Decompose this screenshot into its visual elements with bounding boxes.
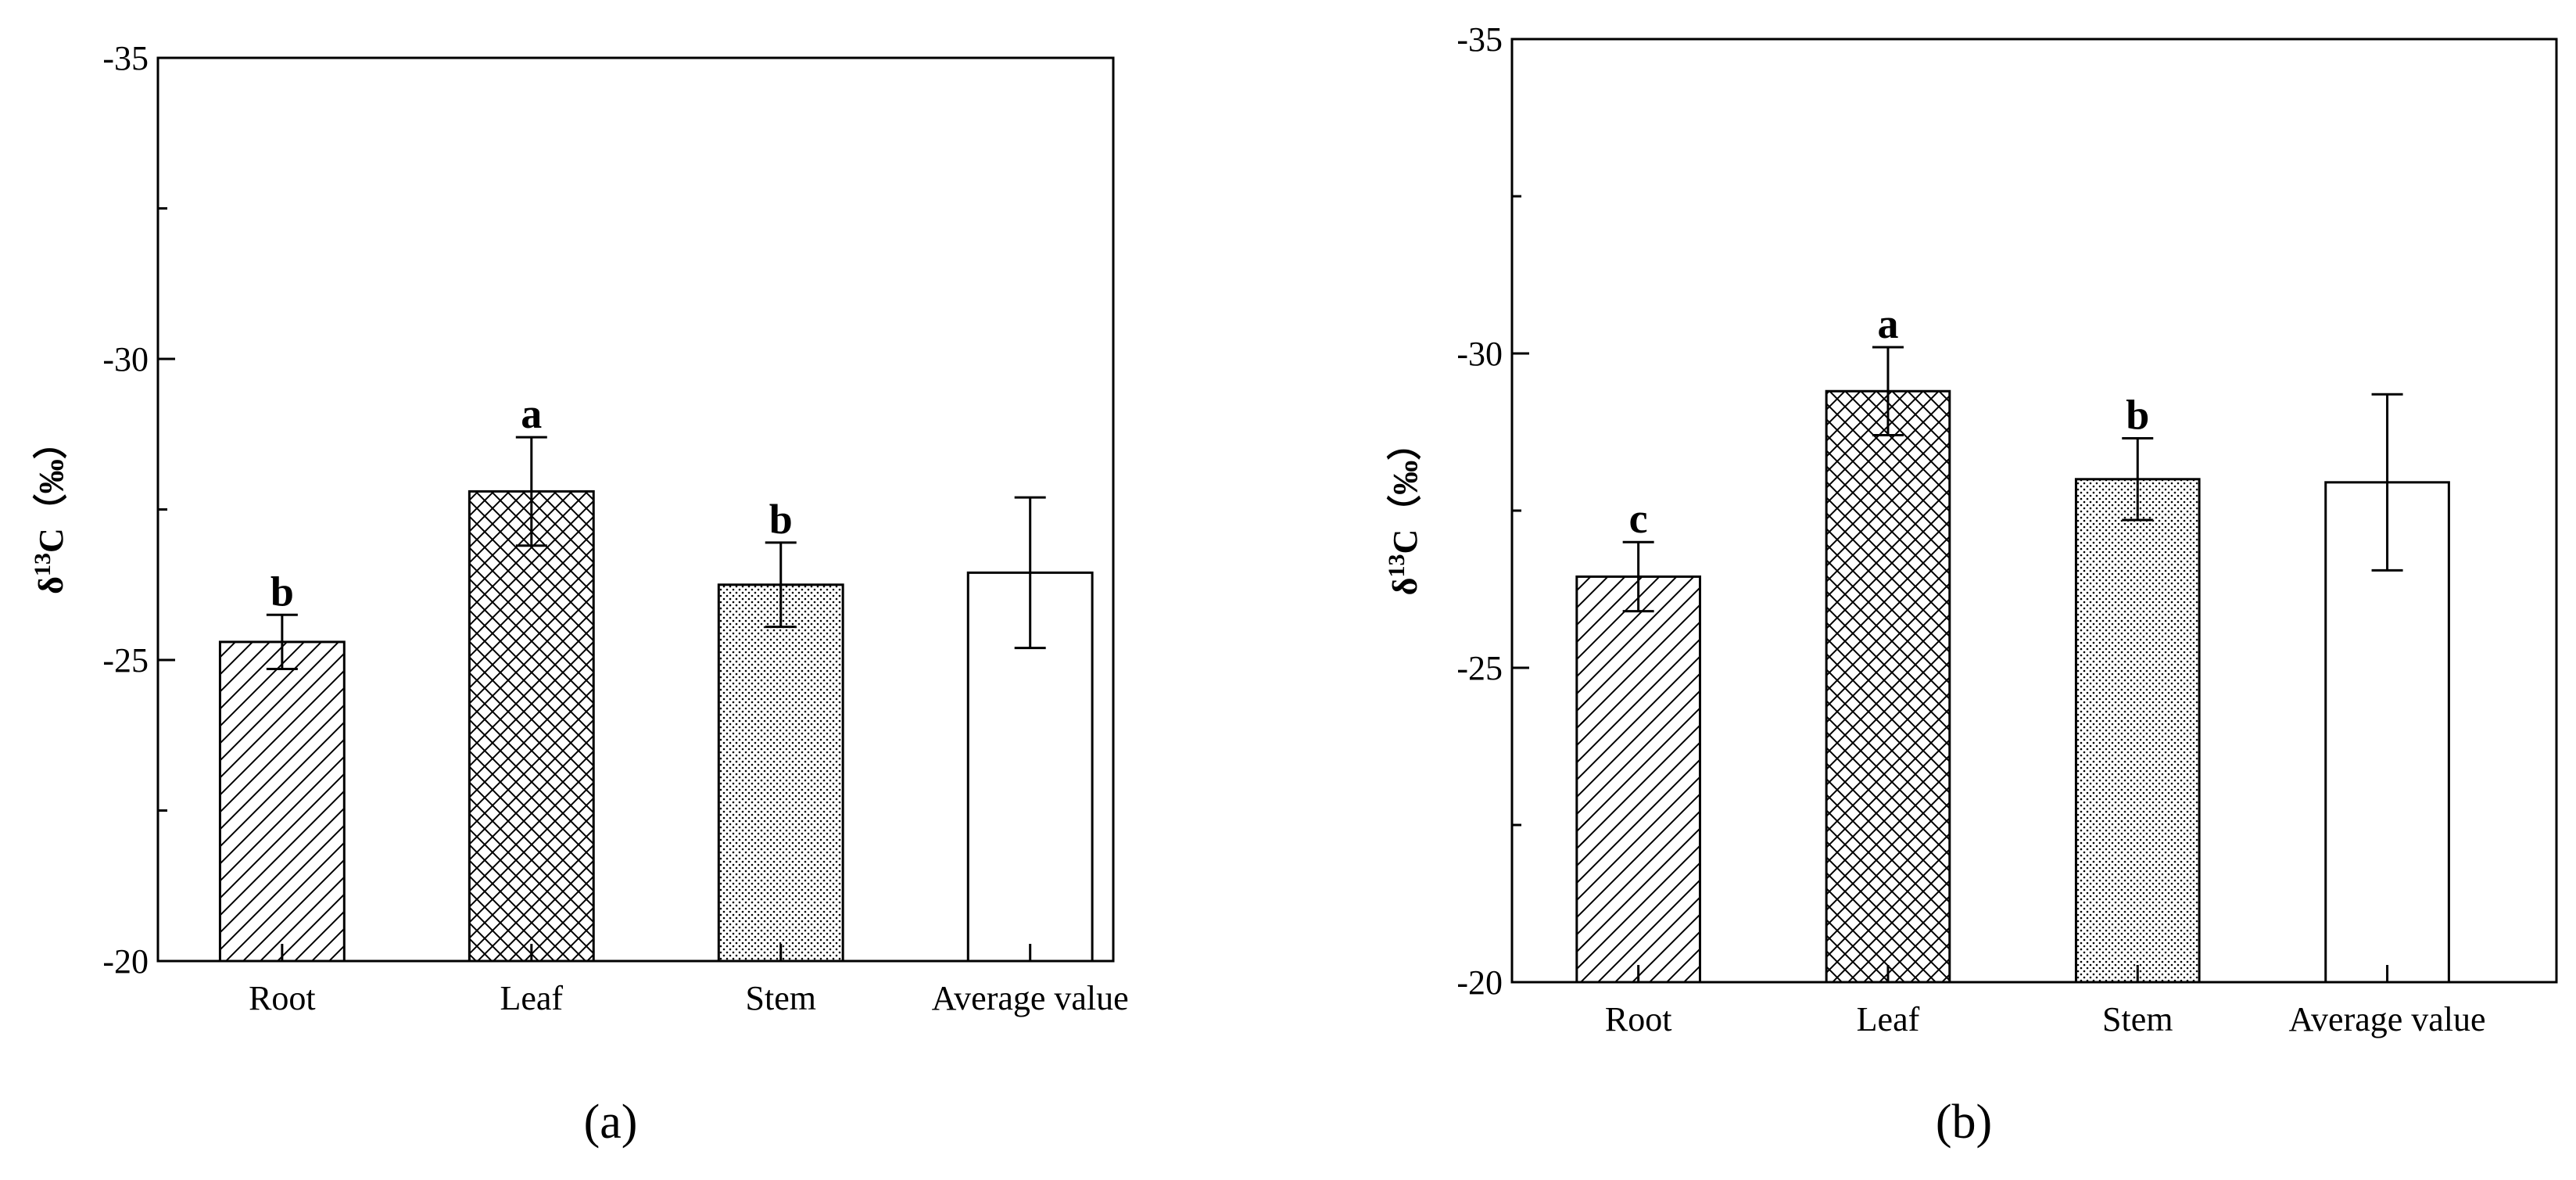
error-bar xyxy=(765,541,797,629)
significance-letter: b xyxy=(270,568,294,615)
y-label-rest: C（‰） xyxy=(32,425,70,553)
x-tick-label: Leaf xyxy=(500,979,564,1017)
y-label-superscript: 13 xyxy=(30,553,56,576)
y-tick-label: -20 xyxy=(102,942,149,981)
y-label-symbol: δ xyxy=(32,576,70,594)
bar xyxy=(1825,389,1951,984)
error-bar xyxy=(515,436,547,547)
error-bar xyxy=(2371,393,2403,572)
panel-label: (b) xyxy=(1936,1096,1992,1149)
bar xyxy=(717,583,844,963)
bar xyxy=(2074,478,2201,984)
error-bar xyxy=(1872,346,1904,437)
x-tick-label: Average value xyxy=(2289,1000,2486,1038)
significance-letter: b xyxy=(769,496,793,543)
bar xyxy=(218,640,346,963)
x-tick-label: Stem xyxy=(2102,1000,2173,1038)
y-axis-label: δ13C（‰） xyxy=(30,425,70,594)
y-label-symbol: δ xyxy=(1386,577,1424,595)
y-label-rest: C（‰） xyxy=(1386,426,1424,554)
significance-letter: a xyxy=(521,390,542,437)
x-tick-label: Leaf xyxy=(1857,1000,1920,1038)
plot-frame xyxy=(1510,38,2558,984)
significance-letter: a xyxy=(1877,300,1898,347)
y-tick-label: -35 xyxy=(1456,20,1503,59)
y-tick-label: -30 xyxy=(102,340,149,378)
bar xyxy=(1575,575,1701,984)
panel-label: (a) xyxy=(584,1096,638,1149)
x-tick-label: Average value xyxy=(932,979,1129,1017)
x-tick-label: Stem xyxy=(746,979,816,1017)
y-tick-label: -25 xyxy=(1456,649,1503,687)
y-tick-label: -20 xyxy=(1456,963,1503,1002)
y-tick-label: -30 xyxy=(1456,335,1503,373)
y-label-superscript: 13 xyxy=(1384,554,1410,577)
x-tick-label: Root xyxy=(1605,1000,1672,1038)
error-bar xyxy=(1014,496,1046,650)
significance-letter: b xyxy=(2126,392,2149,439)
error-bar xyxy=(266,613,298,671)
x-tick-label: Root xyxy=(249,979,316,1017)
y-tick-label: -25 xyxy=(102,641,149,680)
y-axis-label: δ13C（‰） xyxy=(1384,426,1424,596)
error-bar xyxy=(2122,437,2154,522)
plot-frame xyxy=(156,56,1115,963)
significance-letter: c xyxy=(1629,495,1648,542)
error-bar xyxy=(1622,540,1654,613)
y-tick-label: -35 xyxy=(102,39,149,77)
bar xyxy=(468,490,595,963)
